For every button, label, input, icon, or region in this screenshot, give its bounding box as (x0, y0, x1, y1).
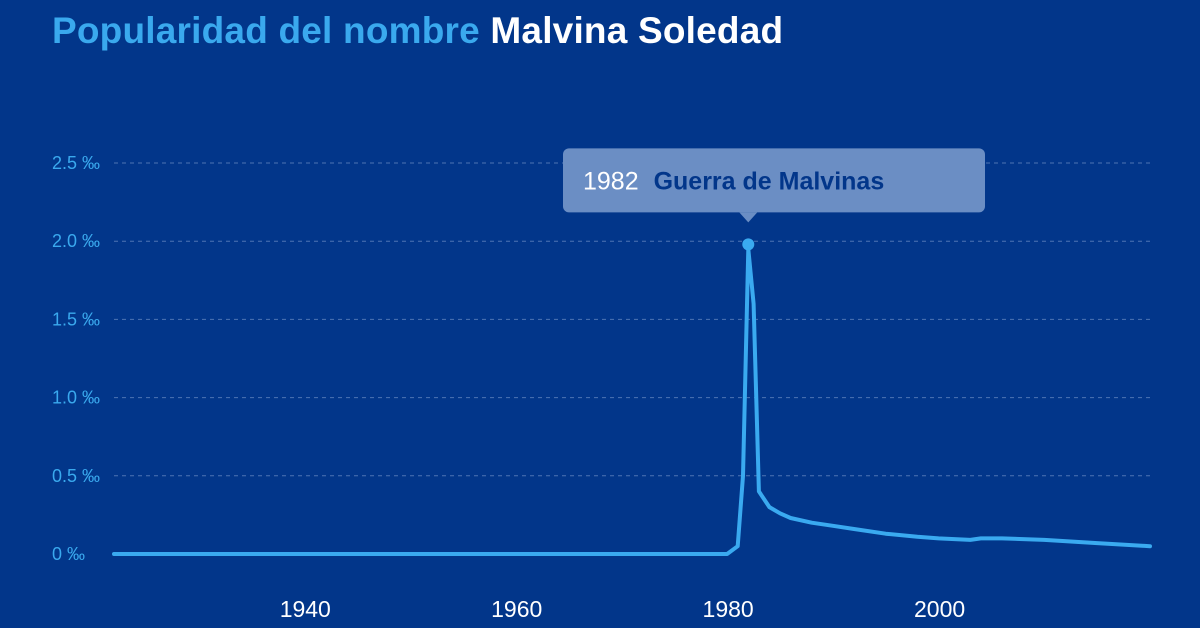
title-name: Malvina Soledad (490, 10, 784, 51)
chart-title: Popularidad del nombre Malvina Soledad (52, 10, 783, 52)
x-tick-label: 1980 (703, 596, 754, 622)
x-tick-label: 2000 (914, 596, 965, 622)
y-tick-label: 1.0 ‰ (52, 388, 100, 408)
tooltip-box (563, 148, 985, 213)
peak-marker[interactable] (742, 238, 755, 251)
y-tick-label: 2.5 ‰ (52, 153, 100, 173)
title-prefix: Popularidad del nombre (52, 10, 480, 51)
tooltip-pointer (739, 212, 758, 223)
tooltip-event: Guerra de Malvinas (654, 167, 885, 195)
series-line (112, 247, 1152, 556)
y-tick-label: 0.5 ‰ (52, 466, 100, 486)
y-tick-label: 0 ‰ (52, 544, 85, 564)
tooltip-year: 1982 (583, 167, 639, 195)
x-axis-ticks: 1940 1960 1980 2000 (280, 596, 965, 622)
tooltip-text: 1982 Guerra de Malvinas (583, 167, 884, 195)
y-tick-label: 1.5 ‰ (52, 309, 100, 329)
x-tick-label: 1940 (280, 596, 331, 622)
annotation-tooltip: 1982 Guerra de Malvinas (563, 148, 985, 223)
y-tick-label: 2.0 ‰ (52, 231, 100, 251)
y-axis-ticks: 0 ‰ 0.5 ‰ 1.0 ‰ 1.5 ‰ 2.0 ‰ 2.5 ‰ (52, 153, 100, 564)
x-tick-label: 1960 (491, 596, 542, 622)
